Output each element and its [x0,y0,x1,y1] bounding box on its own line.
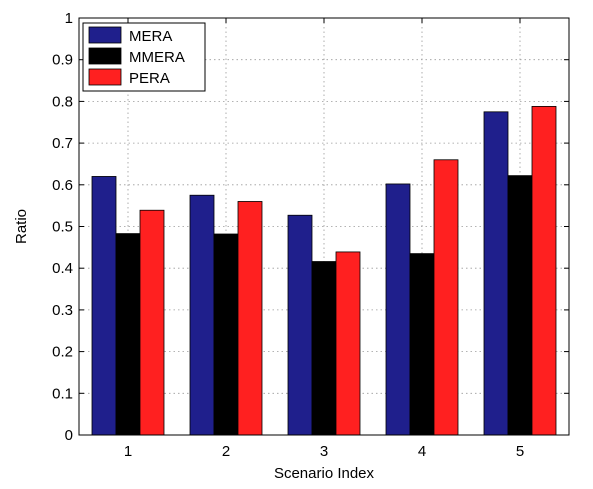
legend-label-mera: MERA [129,28,172,45]
bar-mera-1 [91,176,117,436]
legend-swatch-pera [88,68,122,86]
legend-label-pera: PERA [129,70,170,87]
bar-mera-4 [385,183,411,436]
bar-pera-2 [237,201,263,436]
x-tick-label: 3 [320,443,328,460]
y-tick-label: 0.1 [52,385,73,402]
y-tick-label: 0.4 [52,260,73,277]
y-tick-label: 0.9 [52,52,73,69]
x-axis-label: Scenario Index [274,465,375,482]
bar-mera-3 [287,214,313,436]
legend: MERA MMERA PERA [82,22,206,92]
bar-pera-3 [335,251,361,436]
bar-mmera-5 [507,175,533,436]
x-tick-label: 2 [222,443,230,460]
bar-mmera-4 [409,253,435,436]
bar-pera-1 [139,209,165,436]
y-tick-label: 0 [65,427,73,444]
y-tick-label: 1 [65,10,73,27]
y-tick-label: 0.8 [52,93,73,110]
bar-mera-2 [189,194,215,436]
bar-mera-5 [483,111,509,436]
y-axis-label: Ratio [13,209,30,244]
legend-swatch-mera [88,26,122,44]
bar-pera-4 [433,159,459,436]
x-axis-ticks: 1 2 3 4 5 [124,18,524,460]
bar-mmera-3 [311,261,337,436]
y-tick-label: 0.7 [52,135,73,152]
x-tick-label: 4 [418,443,426,460]
x-tick-label: 1 [124,443,132,460]
legend-label-mmera: MMERA [129,49,185,66]
y-tick-label: 0.3 [52,302,73,319]
bar-pera-5 [531,106,557,436]
y-tick-label: 0.2 [52,344,73,361]
bars [91,106,557,436]
y-tick-label: 0.5 [52,219,73,236]
y-axis-ticks: 0 0.1 0.2 0.3 0.4 0.5 0.6 0.7 0.8 0.9 1 [52,10,569,444]
y-tick-label: 0.6 [52,177,73,194]
bar-mmera-1 [115,233,141,436]
x-tick-label: 5 [516,443,524,460]
legend-swatch-mmera [88,47,122,65]
bar-mmera-2 [213,233,239,436]
